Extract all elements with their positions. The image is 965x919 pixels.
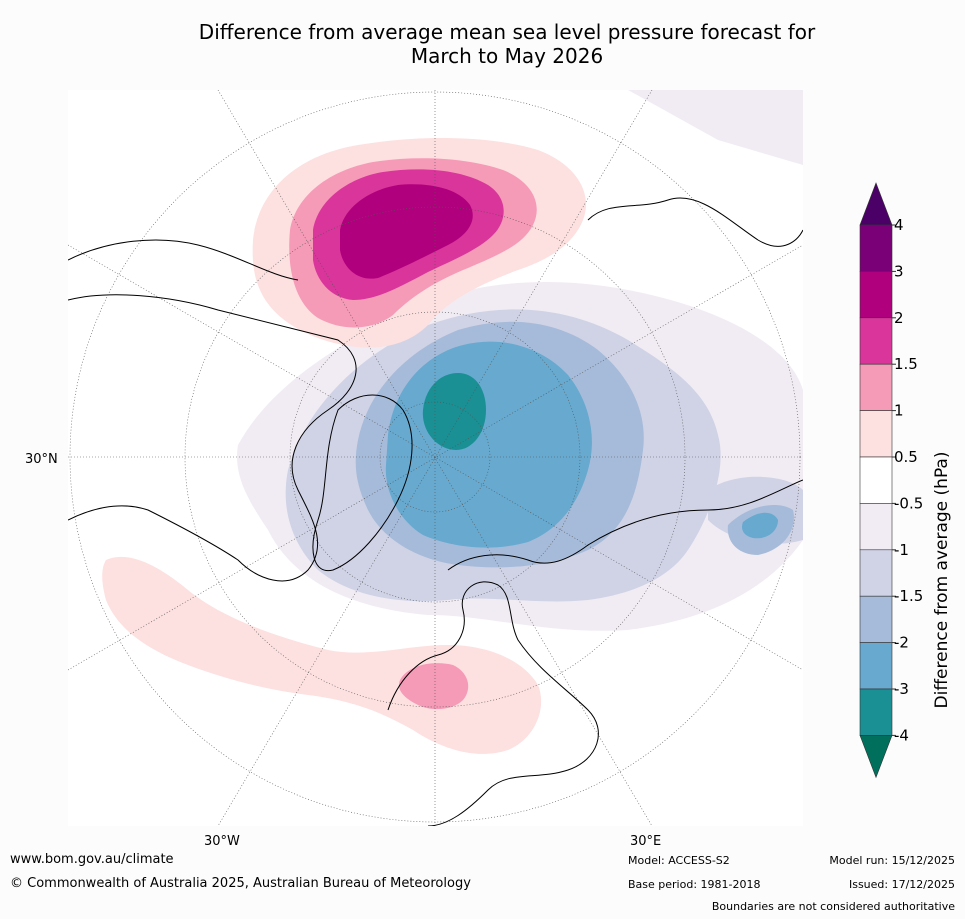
legend-tick-label: 3 — [894, 262, 904, 280]
anomaly-region-pos-3 — [340, 184, 473, 279]
anomaly-region-neg-3 — [422, 373, 486, 450]
footer-model: Model: ACCESS-S2 — [628, 854, 730, 867]
legend-swatch — [859, 456, 893, 504]
legend-tick-label: 0.5 — [894, 448, 918, 466]
legend-tick-label: -2 — [894, 634, 909, 652]
legend-tick-label: -0.5 — [894, 494, 923, 512]
legend-swatch — [859, 410, 893, 458]
legend-tick-label: -1 — [894, 541, 909, 559]
legend-swatch — [859, 503, 893, 551]
legend-swatch — [859, 224, 893, 272]
coastlines — [68, 197, 803, 826]
legend-swatch — [859, 549, 893, 597]
footer-model-run: Model run: 15/12/2025 — [829, 854, 955, 867]
legend-tick-label: -1.5 — [894, 587, 923, 605]
legend-swatch — [859, 642, 893, 690]
footer-copyright: © Commonwealth of Australia 2025, Austra… — [10, 876, 471, 891]
anomaly-region-pos-1-5-atlantic — [398, 663, 469, 710]
coastline-alaska — [68, 239, 299, 281]
coastline-north-america — [68, 294, 357, 582]
chart-title: Difference from average mean sea level p… — [0, 20, 965, 68]
footer-boundaries: Boundaries are not considered authoritat… — [711, 900, 955, 913]
graticule — [68, 90, 803, 826]
legend-tick-label: 1 — [894, 402, 904, 420]
legend-swatch — [859, 363, 893, 411]
footer-issued: Issued: 17/12/2025 — [848, 878, 955, 891]
coastline-greenland — [312, 394, 413, 572]
legend-tick-label: -3 — [894, 680, 909, 698]
legend-under-triangle — [859, 735, 893, 779]
legend-title: Difference from average (hPa) — [932, 452, 952, 709]
legend-labels: 4 3 2 1.5 1 0.5 -0.5 -1 -1.5 -2 -3 -4 — [892, 216, 923, 744]
legend-swatch — [859, 688, 893, 736]
footer-website[interactable]: www.bom.gov.au/climate — [10, 852, 174, 867]
legend-over-triangle — [859, 182, 893, 226]
lon-label-30w: 30°W — [204, 834, 240, 849]
legend-tick-label: 1.5 — [894, 355, 918, 373]
legend-swatch — [859, 317, 893, 365]
coastline-east-asia — [587, 197, 803, 247]
legend-swatches — [859, 182, 893, 779]
legend-swatch — [859, 595, 893, 643]
anomaly-region-neg-2-east — [742, 512, 778, 539]
colorbar-legend: 4 3 2 1.5 1 0.5 -0.5 -1 -1.5 -2 -3 -4 Difference fr… — [859, 182, 952, 779]
anomaly-region-neg-2 — [385, 341, 592, 548]
legend-tick-label: -4 — [894, 726, 909, 744]
legend-tick-label: 2 — [894, 309, 904, 327]
legend-swatch — [859, 271, 893, 319]
coastline-europe — [387, 581, 599, 826]
legend-tick-label: 4 — [894, 216, 904, 234]
forecast-map — [68, 90, 803, 826]
anomaly-region-light-neg — [133, 90, 803, 165]
title-line-1: Difference from average mean sea level p… — [198, 20, 816, 44]
footer-base-period: Base period: 1981-2018 — [628, 878, 761, 891]
title-line-2: March to May 2026 — [410, 44, 604, 68]
lon-label-30e: 30°E — [630, 834, 662, 849]
lat-label-30n: 30°N — [25, 452, 58, 467]
coastline-eurasia — [447, 479, 803, 571]
